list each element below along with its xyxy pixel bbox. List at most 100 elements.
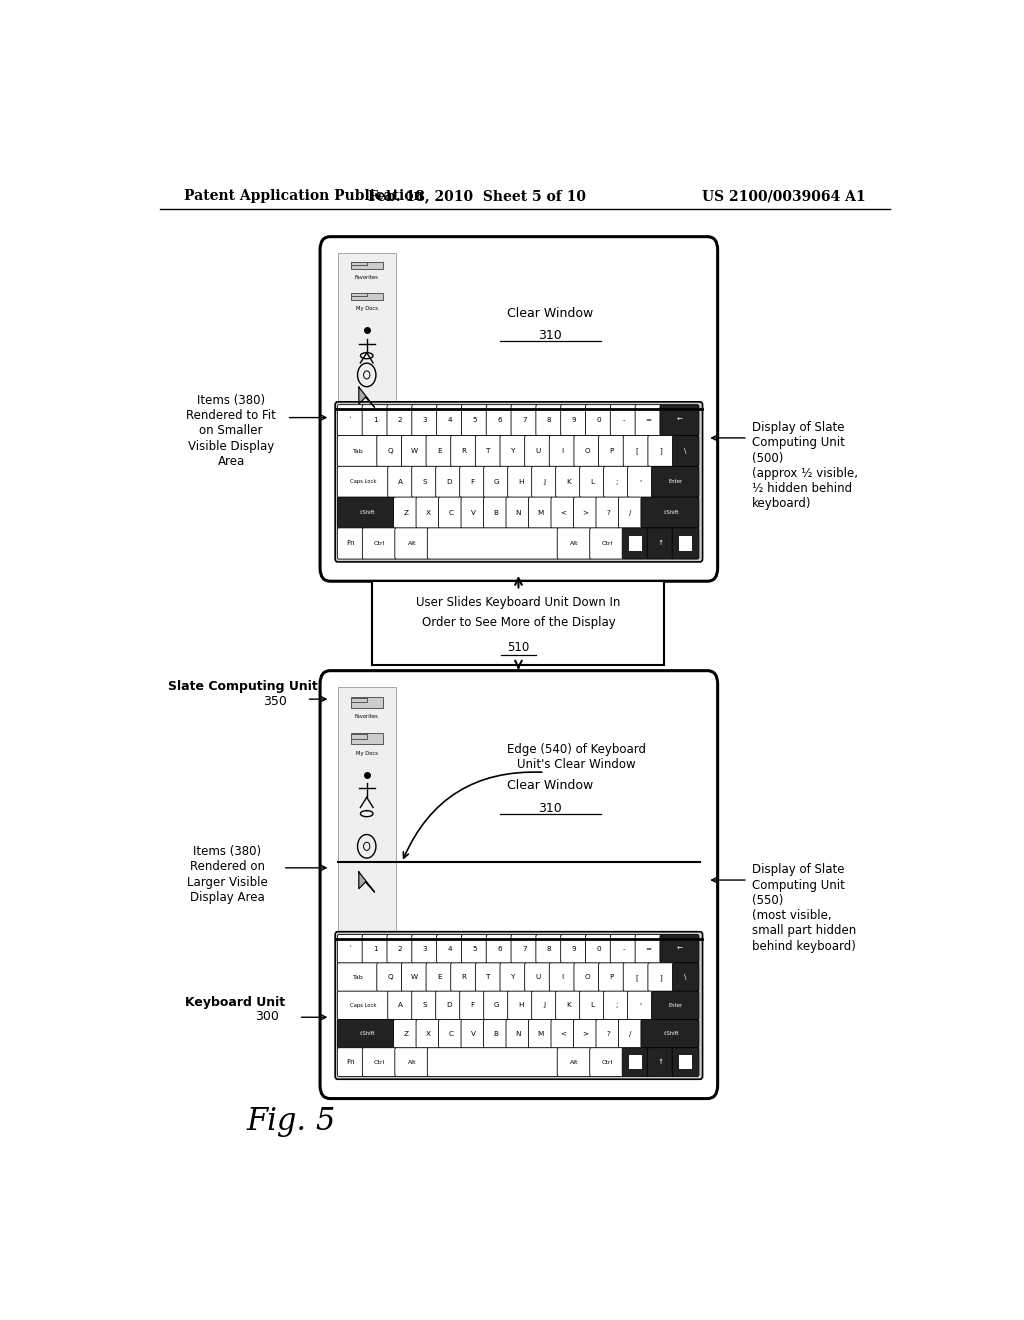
FancyBboxPatch shape: [483, 991, 509, 1020]
Text: Computing Unit: Computing Unit: [752, 437, 845, 450]
Bar: [679, 1055, 692, 1069]
Text: keyboard): keyboard): [752, 498, 811, 511]
FancyBboxPatch shape: [672, 528, 699, 560]
Text: Clear Window: Clear Window: [507, 308, 594, 319]
FancyBboxPatch shape: [462, 935, 488, 964]
FancyBboxPatch shape: [673, 436, 699, 467]
Text: /: /: [630, 510, 632, 516]
FancyBboxPatch shape: [393, 498, 418, 528]
FancyBboxPatch shape: [624, 436, 649, 467]
Polygon shape: [358, 387, 375, 408]
Text: -: -: [623, 417, 625, 424]
Text: Enter: Enter: [668, 479, 682, 484]
Text: 2: 2: [398, 417, 402, 424]
FancyBboxPatch shape: [628, 466, 653, 498]
Text: Z: Z: [403, 510, 409, 516]
FancyBboxPatch shape: [475, 962, 502, 991]
Text: Display Area: Display Area: [189, 891, 264, 904]
Bar: [629, 536, 642, 550]
FancyBboxPatch shape: [551, 498, 575, 528]
Text: O: O: [585, 974, 590, 981]
Text: >: >: [583, 1031, 589, 1036]
Text: L: L: [591, 1002, 595, 1008]
FancyBboxPatch shape: [524, 962, 551, 991]
Text: Favorites: Favorites: [354, 275, 379, 280]
Text: F: F: [470, 1002, 474, 1008]
Text: on Smaller: on Smaller: [200, 424, 263, 437]
Text: D: D: [445, 479, 452, 484]
Text: 9: 9: [571, 946, 577, 952]
FancyBboxPatch shape: [623, 1048, 649, 1076]
FancyBboxPatch shape: [551, 1019, 575, 1048]
Text: (550): (550): [752, 894, 783, 907]
FancyBboxPatch shape: [486, 935, 513, 964]
FancyBboxPatch shape: [350, 261, 383, 269]
Text: 3: 3: [423, 946, 427, 952]
Text: H: H: [518, 479, 523, 484]
FancyBboxPatch shape: [536, 405, 562, 436]
FancyBboxPatch shape: [426, 962, 453, 991]
FancyBboxPatch shape: [416, 498, 440, 528]
Text: W: W: [411, 974, 418, 981]
FancyBboxPatch shape: [486, 405, 513, 436]
Text: Slate Computing Unit: Slate Computing Unit: [168, 680, 317, 693]
FancyBboxPatch shape: [475, 436, 502, 467]
FancyBboxPatch shape: [337, 528, 365, 560]
Text: Unit's Clear Window: Unit's Clear Window: [517, 758, 636, 771]
FancyBboxPatch shape: [350, 697, 383, 708]
FancyBboxPatch shape: [438, 498, 463, 528]
Text: ]: ]: [659, 974, 663, 981]
Text: Display of Slate: Display of Slate: [752, 863, 844, 876]
Text: 7: 7: [522, 417, 526, 424]
Text: (most visible,: (most visible,: [752, 909, 831, 923]
Text: Clear Window: Clear Window: [507, 779, 594, 792]
FancyBboxPatch shape: [436, 405, 463, 436]
Text: V: V: [471, 1031, 476, 1036]
Text: Keyboard Unit: Keyboard Unit: [185, 995, 286, 1008]
Text: Rendered on: Rendered on: [189, 861, 264, 874]
Text: Feb. 18, 2010  Sheet 5 of 10: Feb. 18, 2010 Sheet 5 of 10: [369, 189, 586, 203]
Text: =: =: [645, 946, 651, 952]
FancyBboxPatch shape: [659, 935, 699, 964]
Text: I: I: [561, 974, 563, 981]
FancyBboxPatch shape: [623, 528, 649, 560]
FancyBboxPatch shape: [508, 991, 534, 1020]
FancyBboxPatch shape: [416, 1019, 440, 1048]
Text: ⇧Shift: ⇧Shift: [358, 510, 375, 515]
Text: ;: ;: [615, 1002, 617, 1008]
Text: I: I: [561, 447, 563, 454]
Text: Order to See More of the Display: Order to See More of the Display: [422, 616, 615, 630]
Text: Area: Area: [217, 455, 245, 467]
FancyBboxPatch shape: [536, 935, 562, 964]
FancyBboxPatch shape: [337, 962, 379, 991]
FancyBboxPatch shape: [610, 935, 637, 964]
FancyBboxPatch shape: [461, 1019, 485, 1048]
Text: 510: 510: [507, 642, 529, 655]
Text: /: /: [630, 1031, 632, 1036]
Text: (500): (500): [752, 451, 783, 465]
FancyBboxPatch shape: [590, 528, 624, 560]
Text: G: G: [494, 1002, 500, 1008]
Text: Computing Unit: Computing Unit: [752, 879, 845, 891]
Text: Tab: Tab: [352, 449, 364, 454]
Text: <: <: [560, 1031, 566, 1036]
Text: Larger Visible: Larger Visible: [186, 875, 267, 888]
FancyBboxPatch shape: [506, 1019, 530, 1048]
FancyBboxPatch shape: [618, 498, 643, 528]
FancyBboxPatch shape: [557, 1048, 592, 1076]
Text: ←: ←: [677, 946, 682, 952]
FancyBboxPatch shape: [573, 1019, 598, 1048]
Text: `: `: [349, 417, 352, 424]
Text: N: N: [515, 510, 521, 516]
Text: U: U: [536, 974, 541, 981]
FancyBboxPatch shape: [635, 405, 662, 436]
Text: Caps Lock: Caps Lock: [350, 479, 377, 484]
FancyBboxPatch shape: [337, 991, 389, 1020]
FancyBboxPatch shape: [395, 1048, 429, 1076]
FancyBboxPatch shape: [524, 436, 551, 467]
Text: Favorites: Favorites: [354, 714, 379, 719]
FancyBboxPatch shape: [506, 498, 530, 528]
Text: 0: 0: [596, 417, 601, 424]
Text: ': ': [639, 1002, 641, 1008]
Text: 6: 6: [498, 417, 502, 424]
